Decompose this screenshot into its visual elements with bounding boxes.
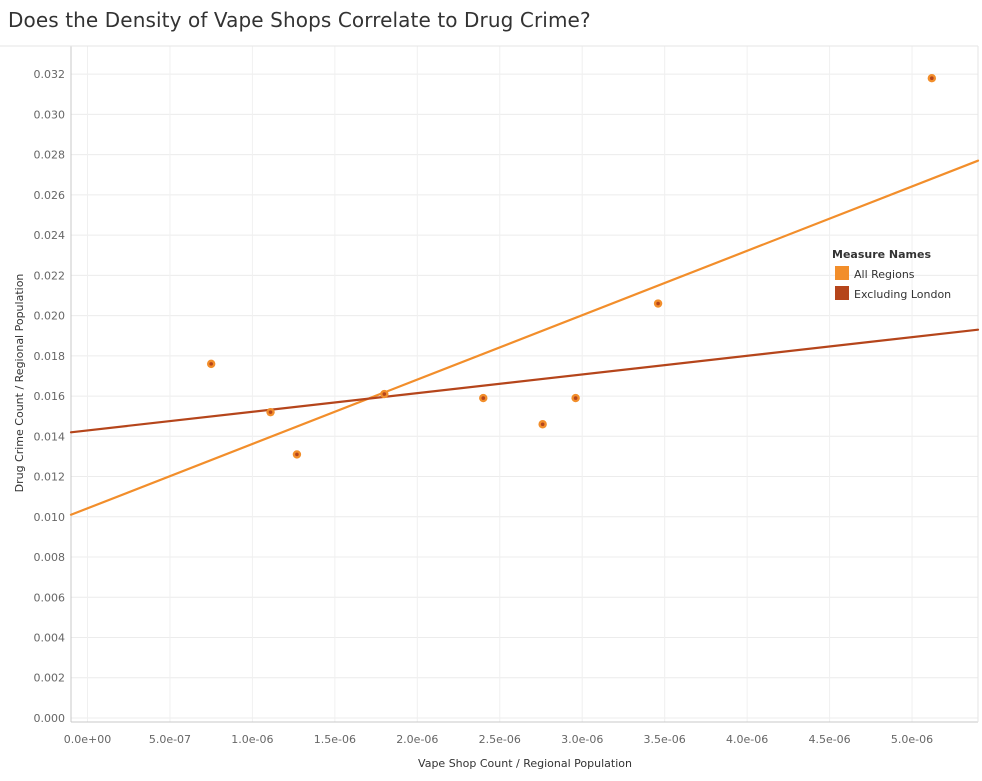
y-tick-label-6: 0.012 — [34, 471, 66, 484]
y-tick-label-15: 0.030 — [34, 108, 66, 121]
x-tick-label-8: 4.0e-06 — [726, 733, 768, 746]
y-tick-label-16: 0.032 — [34, 68, 66, 81]
x-tick-label-1: 5.0e-07 — [149, 733, 191, 746]
data-point-overlay-3 — [382, 392, 387, 396]
data-point-overlay-2 — [295, 452, 299, 457]
x-tick-label-0: 0.0e+00 — [64, 733, 111, 746]
data-point-overlay-8 — [930, 76, 934, 80]
y-tick-label-4: 0.008 — [34, 551, 66, 564]
data-point-overlay-0 — [209, 362, 213, 366]
y-tick-label-12: 0.024 — [34, 229, 66, 242]
x-tick-labels: 0.0e+00 5.0e-07 1.0e-06 1.5e-06 2.0e-06 2.5e-… — [64, 733, 933, 746]
y-tick-labels: 0.000 0.002 0.004 0.006 0.008 0.010 0.012 0.014… — [34, 68, 66, 725]
y-tick-label-11: 0.022 — [34, 269, 66, 282]
y-tick-label-2: 0.004 — [34, 632, 66, 645]
x-tick-label-9: 4.5e-06 — [808, 733, 850, 746]
y-tick-label-9: 0.018 — [34, 350, 66, 363]
data-point-overlay-7 — [656, 301, 660, 306]
x-tick-label-5: 2.5e-06 — [479, 733, 521, 746]
legend[interactable]: Measure Names All Regions Excluding Lond… — [832, 248, 951, 301]
y-tick-label-7: 0.014 — [34, 430, 66, 443]
trend-line-all-regions — [69, 159, 980, 516]
y-tick-label-0: 0.000 — [34, 712, 66, 725]
legend-swatch-excluding-london — [835, 286, 849, 300]
x-tick-label-7: 3.5e-06 — [644, 733, 686, 746]
x-tick-label-4: 2.0e-06 — [396, 733, 438, 746]
grid-layer — [71, 46, 978, 722]
data-point-overlay-1 — [268, 410, 273, 414]
y-axis-title: Drug Crime Count / Regional Population — [13, 274, 26, 493]
data-point-overlay-4 — [481, 396, 486, 400]
legend-title: Measure Names — [832, 248, 931, 261]
y-tick-label-1: 0.002 — [34, 672, 66, 685]
y-tick-label-5: 0.010 — [34, 511, 66, 524]
trend-line-excluding-london — [69, 328, 980, 434]
data-point-overlay-6 — [573, 396, 578, 400]
x-tick-label-2: 1.0e-06 — [231, 733, 273, 746]
x-tick-label-10: 5.0e-06 — [891, 733, 933, 746]
legend-label-all-regions: All Regions — [854, 268, 915, 281]
trend-lines — [69, 159, 980, 516]
y-tick-label-8: 0.016 — [34, 390, 66, 403]
x-tick-label-6: 3.0e-06 — [561, 733, 603, 746]
x-tick-label-3: 1.5e-06 — [314, 733, 356, 746]
data-point-overlay-5 — [540, 422, 545, 427]
plot-frame — [0, 45, 979, 723]
y-tick-label-14: 0.028 — [34, 149, 66, 162]
legend-swatch-all-regions — [835, 266, 849, 280]
x-axis-title: Vape Shop Count / Regional Population — [418, 757, 632, 770]
y-tick-label-3: 0.006 — [34, 591, 66, 604]
legend-label-excluding-london: Excluding London — [854, 288, 951, 301]
y-tick-label-10: 0.020 — [34, 310, 66, 323]
y-tick-label-13: 0.026 — [34, 189, 66, 202]
data-points — [206, 73, 937, 459]
chart-title: Does the Density of Vape Shops Correlate… — [8, 8, 591, 32]
